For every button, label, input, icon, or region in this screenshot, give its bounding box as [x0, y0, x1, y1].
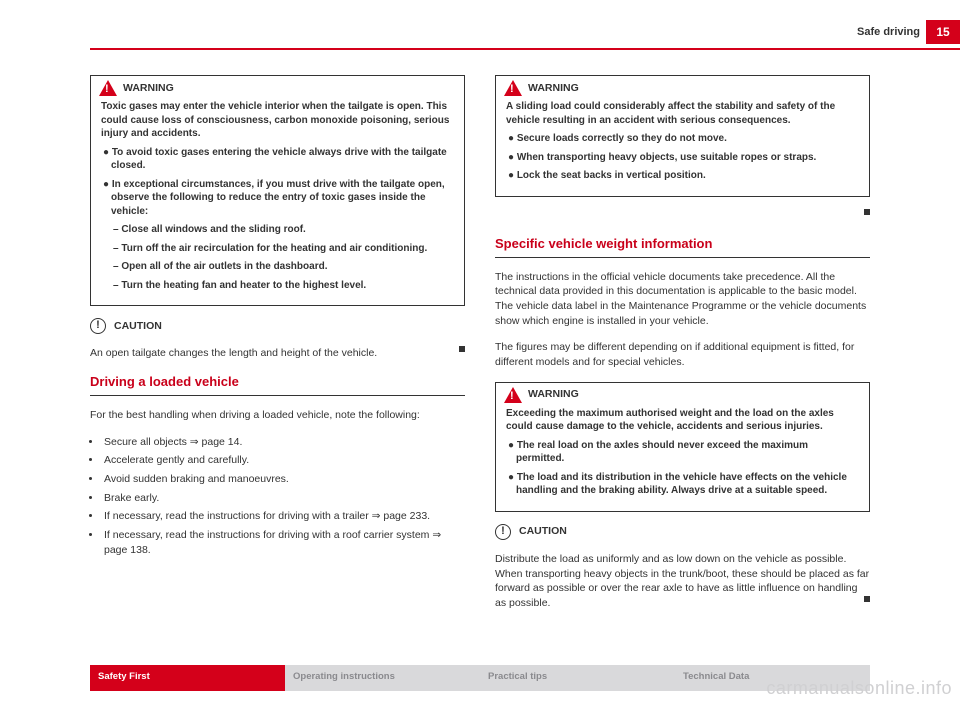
- list-item: Secure all objects ⇒ page 14.: [102, 435, 465, 450]
- caution-circle-icon: !: [495, 524, 511, 540]
- warning-sub-bullet: – Turn off the air recirculation for the…: [101, 242, 454, 256]
- page-number: 15: [926, 20, 960, 44]
- warning-bullet: ● To avoid toxic gases entering the vehi…: [101, 146, 454, 173]
- warning-bullet: ● Secure loads correctly so they do not …: [506, 132, 859, 146]
- warning-sub-bullet: – Turn the heating fan and heater to the…: [101, 279, 454, 293]
- warning-text: Exceeding the maximum authorised weight …: [506, 407, 859, 434]
- footer-tabs: Safety First Operating instructions Prac…: [90, 665, 870, 691]
- tab-safety-first[interactable]: Safety First: [90, 665, 285, 691]
- warning-bullet: ● The load and its distribution in the v…: [506, 471, 859, 498]
- warning-body: Exceeding the maximum authorised weight …: [496, 403, 869, 511]
- caution-header: ! CAUTION: [90, 318, 465, 334]
- caution-title: CAUTION: [114, 319, 162, 334]
- warning-bullet: ● In exceptional circumstances, if you m…: [101, 178, 454, 219]
- warning-box-toxic-gases: WARNING Toxic gases may enter the vehicl…: [90, 75, 465, 306]
- watermark: carmanualsonline.info: [766, 678, 952, 699]
- list-item: Accelerate gently and carefully.: [102, 453, 465, 468]
- body-text: For the best handling when driving a loa…: [90, 408, 465, 423]
- caution-header: ! CAUTION: [495, 524, 870, 540]
- warning-box-sliding-load: WARNING A sliding load could considerabl…: [495, 75, 870, 197]
- warning-header: WARNING: [496, 383, 869, 403]
- tab-operating-instructions[interactable]: Operating instructions: [285, 665, 480, 691]
- warning-bullet: ● The real load on the axles should neve…: [506, 439, 859, 466]
- caution-text: An open tailgate changes the length and …: [90, 346, 465, 361]
- warning-sub-bullet: – Close all windows and the sliding roof…: [101, 223, 454, 237]
- tab-practical-tips[interactable]: Practical tips: [480, 665, 675, 691]
- warning-title: WARNING: [528, 387, 579, 402]
- warning-text: A sliding load could considerably affect…: [506, 100, 859, 127]
- list-item: Brake early.: [102, 491, 465, 506]
- section-title: Safe driving: [857, 26, 920, 38]
- warning-triangle-icon: [99, 80, 117, 96]
- warning-triangle-icon: [504, 80, 522, 96]
- caution-circle-icon: !: [90, 318, 106, 334]
- warning-box-max-weight: WARNING Exceeding the maximum authorised…: [495, 382, 870, 512]
- caution-text-content: Distribute the load as uniformly and as …: [495, 553, 869, 609]
- warning-text: Toxic gases may enter the vehicle interi…: [101, 100, 454, 141]
- header-rule: [90, 48, 960, 50]
- warning-bullet: ● When transporting heavy objects, use s…: [506, 151, 859, 165]
- warning-sub-bullet: – Open all of the air outlets in the das…: [101, 260, 454, 274]
- right-column: WARNING A sliding load could considerabl…: [495, 75, 870, 651]
- warning-triangle-icon: [504, 387, 522, 403]
- caution-text: Distribute the load as uniformly and as …: [495, 552, 870, 611]
- caution-title: CAUTION: [519, 524, 567, 539]
- section-end-marker: [459, 346, 465, 352]
- warning-header: WARNING: [91, 76, 464, 96]
- section-heading-weight-info: Specific vehicle weight information: [495, 235, 870, 258]
- bullet-list: Secure all objects ⇒ page 14. Accelerate…: [90, 435, 465, 558]
- warning-body: A sliding load could considerably affect…: [496, 96, 869, 196]
- left-column: WARNING Toxic gases may enter the vehicl…: [90, 75, 465, 651]
- section-end-marker: [864, 209, 870, 215]
- body-text: The figures may be different depending o…: [495, 340, 870, 369]
- body-text: The instructions in the official vehicle…: [495, 270, 870, 329]
- warning-body: Toxic gases may enter the vehicle interi…: [91, 96, 464, 305]
- section-end-marker: [864, 596, 870, 602]
- page-content: WARNING Toxic gases may enter the vehicl…: [90, 75, 870, 651]
- caution-text-content: An open tailgate changes the length and …: [90, 347, 377, 359]
- section-heading-loaded-vehicle: Driving a loaded vehicle: [90, 373, 465, 396]
- warning-bullet: ● Lock the seat backs in vertical positi…: [506, 169, 859, 183]
- list-item: If necessary, read the instructions for …: [102, 528, 465, 557]
- warning-title: WARNING: [528, 81, 579, 96]
- list-item: If necessary, read the instructions for …: [102, 509, 465, 524]
- warning-header: WARNING: [496, 76, 869, 96]
- warning-title: WARNING: [123, 81, 174, 96]
- list-item: Avoid sudden braking and manoeuvres.: [102, 472, 465, 487]
